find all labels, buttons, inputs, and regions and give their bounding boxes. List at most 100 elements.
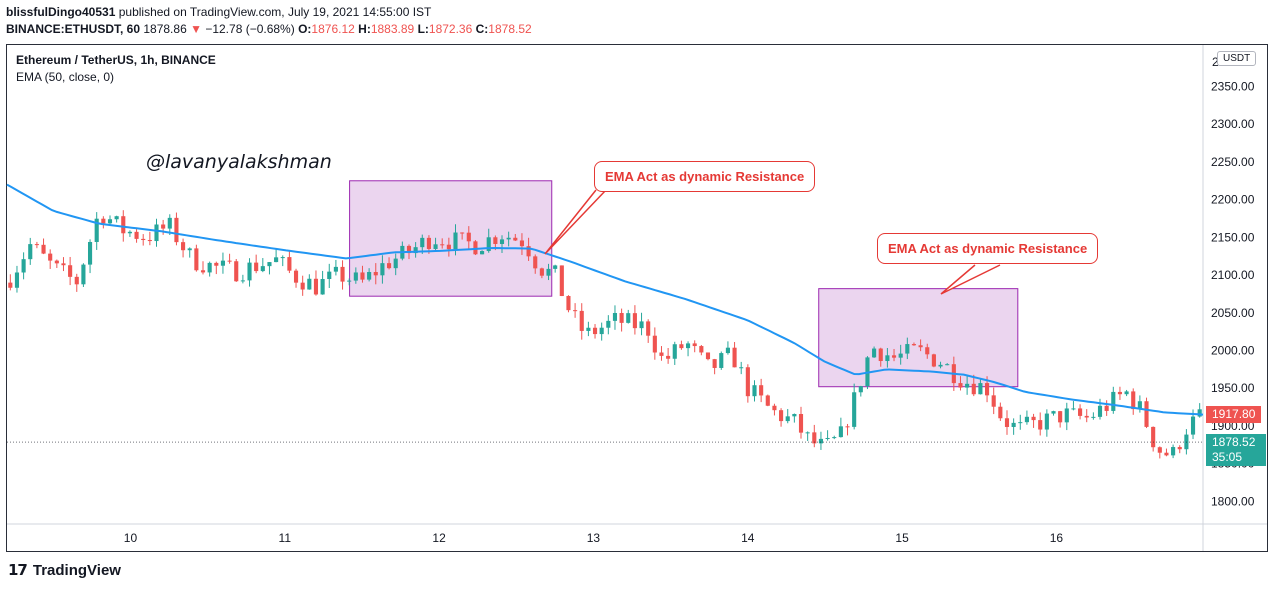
x-tick-label: 16	[1050, 531, 1064, 545]
candle-body	[466, 232, 471, 242]
low-value: 1872.36	[428, 22, 473, 36]
candle-body	[260, 266, 265, 272]
candle-body	[333, 266, 338, 272]
candle-body	[460, 232, 465, 234]
candle-body	[1038, 420, 1043, 430]
y-tick-label: 2300.00	[1211, 117, 1255, 131]
candle-body	[340, 266, 345, 282]
candle-body	[805, 432, 810, 434]
candle-body	[1151, 426, 1156, 448]
candle-body	[984, 383, 990, 396]
candle-body	[832, 437, 837, 439]
candle-body	[68, 265, 73, 277]
chart-frame[interactable]	[6, 44, 1268, 552]
candle-body	[772, 405, 777, 411]
candle-body	[21, 259, 26, 273]
candle-body	[420, 237, 425, 248]
candle-body	[227, 260, 232, 262]
candle-body	[493, 237, 498, 244]
ohlc-line: BINANCE:ETHUSDT, 60 1878.86 ▼ −12.78 (−0…	[6, 21, 532, 38]
candle-body	[632, 313, 637, 329]
candle-body	[752, 385, 757, 397]
x-tick-label: 12	[432, 531, 446, 545]
candle-body	[838, 426, 843, 438]
candle-body	[28, 244, 33, 260]
annotation-callout-2[interactable]: EMA Act as dynamic Resistance	[877, 233, 1099, 264]
candle-body	[911, 344, 917, 346]
candle-body	[234, 261, 239, 282]
candle-body	[413, 247, 418, 254]
candle-body	[666, 355, 671, 359]
candle-body	[546, 268, 551, 276]
candle-body	[267, 262, 272, 267]
candle-body	[692, 343, 697, 347]
candle-body	[592, 327, 598, 335]
candle-body	[280, 257, 285, 259]
annotation-callout-1[interactable]: EMA Act as dynamic Resistance	[594, 161, 816, 192]
candle-body	[1071, 408, 1076, 410]
candle-body	[672, 344, 677, 359]
candle-body	[367, 272, 372, 280]
author-watermark: @lavanyalakshman	[146, 151, 332, 173]
candle-body	[307, 278, 312, 290]
callout-pointer-2	[940, 264, 1001, 295]
candle-body	[1197, 409, 1202, 417]
candle-body	[41, 244, 46, 254]
currency-button[interactable]: USDT	[1217, 51, 1257, 66]
candle-body	[74, 276, 79, 285]
candle-body	[320, 279, 325, 295]
candle-body	[181, 242, 186, 251]
candle-body	[818, 438, 824, 444]
y-tick-label: 2150.00	[1211, 230, 1255, 244]
tradingview-logo-icon: 𝟭𝟳	[8, 562, 28, 579]
candle-body	[812, 432, 817, 444]
legend-symbol[interactable]: Ethereum / TetherUS, 1h, BINANCE	[16, 53, 216, 67]
chart-header: blissfulDingo40531 published on TradingV…	[6, 4, 532, 38]
low-label: L:	[417, 22, 429, 36]
candle-body	[274, 257, 279, 263]
publisher-name[interactable]: blissfulDingo40531	[6, 5, 116, 19]
candle-body	[426, 237, 431, 249]
candle-body	[725, 347, 730, 354]
candle-body	[732, 347, 737, 368]
candle-body	[925, 347, 930, 355]
y-tick-label: 2050.00	[1211, 306, 1255, 320]
legend-indicator[interactable]: EMA (50, close, 0)	[16, 70, 115, 84]
candle-body	[798, 413, 804, 433]
candle-body	[154, 224, 159, 242]
candle-body	[685, 343, 691, 349]
open-value: 1876.12	[311, 22, 355, 36]
candle-body	[1131, 391, 1136, 410]
candle-body	[1011, 422, 1016, 427]
candle-body	[705, 352, 711, 360]
candle-body	[891, 355, 897, 358]
x-tick-label: 14	[741, 531, 755, 545]
x-tick-label: 15	[895, 531, 909, 545]
candle-body	[14, 272, 20, 288]
candle-body	[101, 218, 106, 224]
candle-body	[885, 355, 890, 362]
candle-body	[945, 364, 950, 366]
candle-body	[440, 244, 445, 246]
highlight-box-1	[349, 180, 553, 297]
candle-body	[533, 256, 538, 269]
candle-body	[513, 237, 518, 241]
candle-body	[61, 263, 66, 266]
candle-body	[1157, 447, 1162, 453]
candle-body	[526, 246, 531, 257]
candle-body	[1051, 411, 1056, 414]
footer-brand[interactable]: 𝟭𝟳 TradingView	[8, 561, 121, 580]
publish-info: published on TradingView.com, July 19, 2…	[118, 5, 432, 19]
candle-body	[586, 327, 591, 331]
candle-body	[187, 248, 192, 251]
candle-body	[254, 262, 259, 272]
candle-body	[679, 344, 684, 349]
candle-body	[1091, 416, 1096, 418]
candle-body	[1084, 415, 1089, 418]
candle-body	[825, 437, 830, 439]
candle-body	[380, 263, 385, 276]
candle-body	[353, 272, 358, 281]
candle-body	[1111, 391, 1116, 411]
candle-body	[453, 232, 458, 250]
